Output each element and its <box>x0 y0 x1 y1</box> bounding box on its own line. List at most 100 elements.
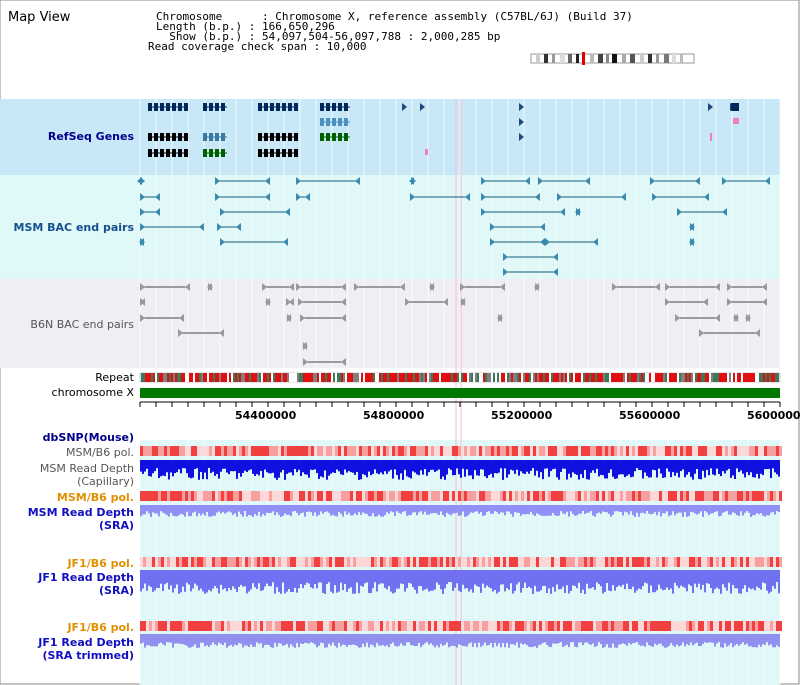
repeat-segment <box>287 373 289 382</box>
repeat-segment <box>151 373 153 382</box>
repeat-segment <box>281 373 283 382</box>
repeat-segment <box>421 373 423 382</box>
depth-bar <box>430 634 432 644</box>
depth-bar <box>658 460 660 469</box>
pol-cell <box>551 491 554 501</box>
depth-bar <box>152 634 154 647</box>
pol-cell <box>476 446 479 456</box>
depth-bar <box>272 505 274 512</box>
depth-bar <box>694 460 696 474</box>
depth-bar <box>362 460 364 475</box>
pol-cell <box>317 557 320 567</box>
pol-cell <box>503 446 506 456</box>
depth-bar <box>170 505 172 513</box>
repeat-segment <box>611 373 613 382</box>
depth-bar <box>502 460 504 480</box>
pol-cell <box>710 446 713 456</box>
depth-bar <box>504 460 506 469</box>
pol-cell <box>212 491 215 501</box>
depth-bar <box>240 570 242 585</box>
pol-cell <box>182 446 185 456</box>
repeat-segment <box>445 373 447 382</box>
depth-bar <box>460 460 462 478</box>
pol-cell <box>371 446 374 456</box>
gene-arrow <box>708 103 713 111</box>
depth-bar <box>204 505 206 516</box>
repeat-segment <box>285 373 287 382</box>
b6n-end-marker <box>699 329 704 337</box>
pol-cell <box>608 491 611 501</box>
depth-bar <box>576 634 578 648</box>
pol-cell <box>506 446 509 456</box>
depth-bar <box>578 460 580 480</box>
chromosome-ideogram[interactable] <box>530 52 695 65</box>
pol-cell <box>506 621 509 631</box>
depth-bar <box>654 460 656 471</box>
repeat-segment <box>201 373 203 382</box>
depth-bar <box>678 570 680 589</box>
repeat-segment <box>547 373 549 382</box>
pol-cell <box>332 446 335 456</box>
pol-cell <box>731 491 734 501</box>
pol-cell <box>215 621 218 631</box>
repeat-segment <box>605 373 607 382</box>
depth-bar <box>630 460 632 478</box>
depth-bar <box>300 634 302 644</box>
depth-bar <box>468 634 470 644</box>
depth-bar <box>194 460 196 470</box>
depth-bar <box>568 460 570 474</box>
gene-arrow <box>519 133 524 141</box>
repeat-segment <box>385 373 387 382</box>
repeat-segment <box>235 373 237 382</box>
pol-cell <box>359 621 362 631</box>
repeat-segment <box>607 373 609 382</box>
depth-bar <box>450 634 452 647</box>
pol-cell <box>737 446 740 456</box>
depth-bar <box>350 505 352 516</box>
pol-cell <box>233 491 236 501</box>
repeat-segment <box>539 373 541 382</box>
pol-cell <box>488 621 491 631</box>
depth-bar <box>264 460 266 470</box>
pol-cell <box>338 621 341 631</box>
label-jf1-depth-trim-sub: (SRA trimmed) <box>42 649 134 662</box>
repeat-segment <box>263 373 265 382</box>
repeat-segment <box>195 373 197 382</box>
pol-cell <box>473 446 476 456</box>
depth-bar <box>266 460 268 473</box>
depth-bar <box>726 570 728 591</box>
pol-cell <box>296 557 299 567</box>
depth-bar <box>744 570 746 586</box>
depth-bar <box>518 460 520 476</box>
depth-bar <box>188 460 190 478</box>
depth-bar <box>446 505 448 513</box>
depth-bar <box>286 460 288 474</box>
repeat-segment <box>223 373 225 382</box>
gene-exon <box>160 133 164 141</box>
depth-bar <box>182 460 184 469</box>
depth-bar <box>756 634 758 648</box>
depth-bar <box>760 505 762 514</box>
repeat-segment <box>515 373 517 382</box>
depth-bar <box>708 634 710 643</box>
b6n-end-marker <box>289 283 294 291</box>
ideogram-band <box>622 54 626 63</box>
pol-cell <box>776 491 779 501</box>
depth-bar <box>602 460 604 476</box>
repeat-segment <box>589 373 591 382</box>
pol-cell <box>734 557 737 567</box>
bac-end-marker <box>557 193 562 201</box>
gene-exon <box>288 103 292 111</box>
gene-exon <box>203 103 207 111</box>
pol-cell <box>698 446 701 456</box>
depth-bar <box>158 505 160 517</box>
depth-bar <box>542 570 544 586</box>
depth-bar <box>364 460 366 476</box>
pol-cell <box>191 557 194 567</box>
pol-cell <box>212 557 215 567</box>
pol-cell <box>755 446 758 456</box>
depth-bar <box>416 505 418 516</box>
pol-cell <box>497 557 500 567</box>
depth-bar <box>278 460 280 478</box>
